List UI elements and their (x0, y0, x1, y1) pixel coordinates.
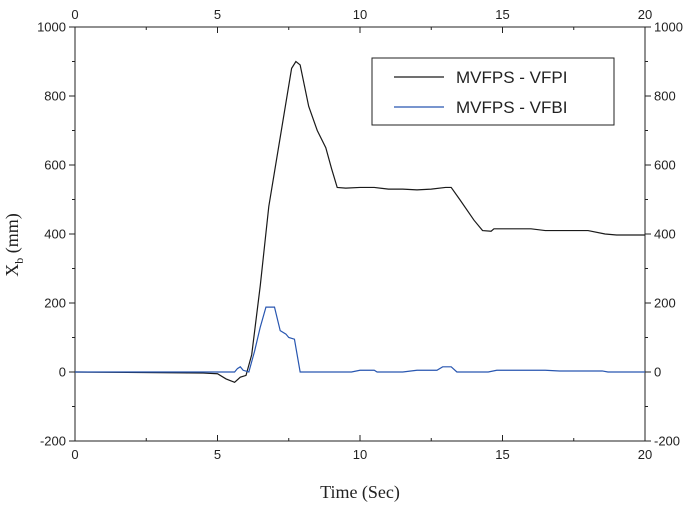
y-label-main: X (2, 264, 22, 277)
y-tick-label: -200 (40, 434, 66, 449)
x-tick-label: 20 (638, 447, 652, 462)
x-tick-label: 0 (71, 447, 78, 462)
y-tick-label: 1000 (37, 20, 66, 35)
y-tick-label-right: 600 (654, 158, 676, 173)
y-tick-label-right: 1000 (654, 20, 683, 35)
legend-box (371, 57, 615, 126)
y-axis-label: Xb (mm) (2, 213, 26, 277)
x-tick-label: 15 (495, 447, 509, 462)
x-tick-label-top: 10 (353, 7, 367, 22)
x-tick-label: 5 (214, 447, 221, 462)
y-tick-label-right: -200 (654, 434, 680, 449)
x-tick-label-top: 0 (71, 7, 78, 22)
x-tick-label-top: 15 (495, 7, 509, 22)
series-line (75, 306, 645, 373)
legend-label: MVFPS - VFPI (456, 68, 567, 87)
x-tick-label-top: 5 (214, 7, 221, 22)
y-tick-label: 800 (44, 89, 66, 104)
x-axis-label: Time (Sec) (320, 482, 400, 503)
y-tick-label-right: 0 (654, 365, 661, 380)
series-line (74, 60, 645, 384)
y-label-sub: b (12, 258, 26, 264)
y-tick-label: 0 (59, 365, 66, 380)
y-tick-label: 200 (44, 296, 66, 311)
y-tick-label-right: 200 (654, 296, 676, 311)
x-tick-label: 10 (353, 447, 367, 462)
y-tick-label: 600 (44, 158, 66, 173)
y-tick-label-right: 400 (654, 227, 676, 242)
legend-label: MVFPS - VFBI (456, 98, 567, 117)
y-tick-label-right: 800 (654, 89, 676, 104)
x-tick-label-top: 20 (638, 7, 652, 22)
y-label-unit: (mm) (2, 213, 23, 253)
y-tick-label: 400 (44, 227, 66, 242)
